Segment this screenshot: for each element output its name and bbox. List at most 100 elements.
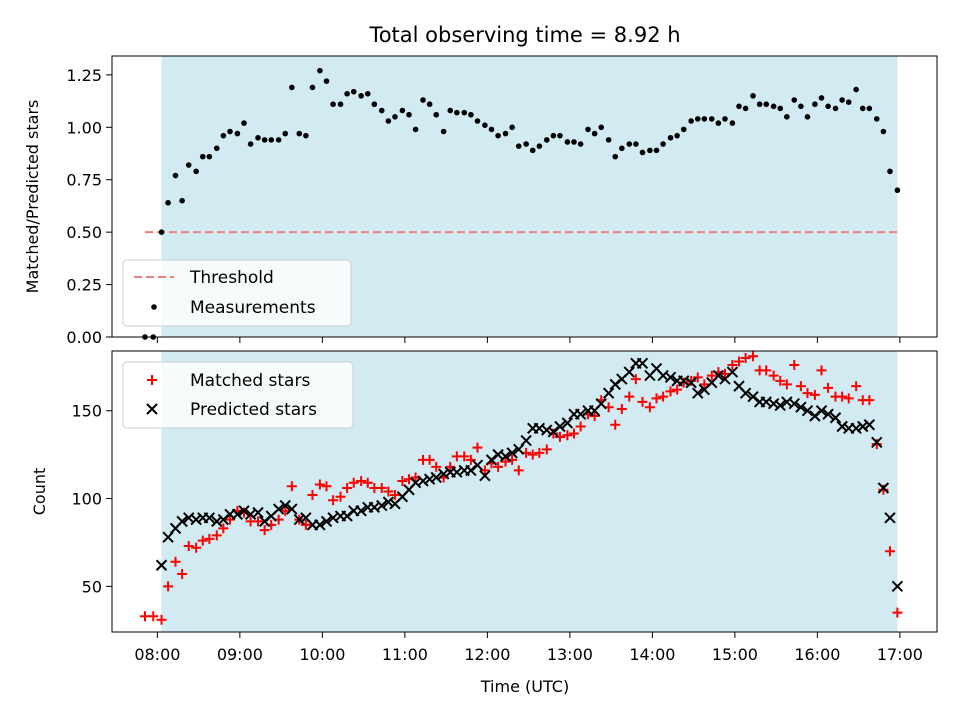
bottom-panel: 50 100 150 08:00 09:00 10:00 11:00 12:00 13:00 14…	[71, 350, 938, 664]
measurement-point	[887, 168, 893, 175]
predicted-star-point	[272, 503, 285, 515]
y-tick-label: 0.50	[66, 223, 102, 242]
y-tick-label: 0.75	[66, 171, 102, 190]
measurement-point	[647, 147, 653, 154]
measurement-point	[708, 116, 715, 122]
predicted-star-point	[231, 508, 244, 521]
y-tick-label: 150	[71, 402, 102, 421]
matched-star-point	[719, 368, 730, 379]
matched-star-point	[321, 481, 332, 492]
matched-star-point	[734, 356, 744, 367]
measurement-point	[309, 84, 316, 91]
y-tick-label: 0.00	[66, 328, 102, 347]
measurement-point	[185, 162, 192, 168]
matched-star-point	[335, 491, 346, 502]
measurement-point	[680, 126, 687, 133]
predicted-star-point	[857, 420, 869, 433]
measurement-point	[172, 172, 179, 179]
measurement-point	[694, 116, 701, 122]
measurement-point	[791, 97, 798, 103]
predicted-star-point	[788, 397, 800, 410]
matched-star-point	[163, 581, 174, 592]
measurement-point	[674, 132, 680, 139]
measurement-point	[234, 130, 241, 137]
predicted-star-point	[506, 447, 518, 459]
predicted-star-point	[884, 512, 896, 524]
measurement-point	[289, 84, 295, 91]
x-tick-label: 09:00	[217, 645, 263, 664]
matched-star-point	[706, 370, 717, 381]
matched-star-point	[892, 607, 903, 618]
measurement-point	[199, 153, 206, 160]
x-tick-label: 10:00	[299, 645, 345, 664]
predicted-star-point	[574, 408, 587, 420]
measurement-point	[839, 97, 845, 103]
predicted-star-point	[355, 505, 367, 517]
measurement-point	[420, 97, 426, 103]
measurement-point	[364, 90, 371, 97]
matched-star-point	[748, 351, 759, 362]
measurement-point	[495, 132, 501, 139]
measurement-point	[612, 153, 619, 160]
matched-star-point	[218, 523, 229, 534]
measurement-point	[255, 134, 261, 141]
measurement-point	[330, 101, 336, 108]
matched-star-point	[493, 461, 504, 472]
measurement-point	[585, 126, 591, 133]
measurement-point	[447, 107, 454, 114]
matched-star-point	[472, 442, 483, 453]
matched-star-point	[775, 375, 786, 386]
predicted-star-point	[203, 512, 216, 524]
matched-star-point	[672, 384, 683, 395]
legend-measurements-swatch	[151, 304, 157, 310]
plot-frame	[111, 350, 938, 633]
measurement-point	[550, 132, 557, 139]
matched-star-point	[204, 533, 215, 544]
measurement-point	[633, 141, 639, 147]
predicted-star-point	[382, 496, 395, 508]
matched-star-point	[795, 381, 806, 392]
predicted-star-point	[314, 519, 326, 531]
predicted-star-point	[871, 436, 883, 449]
matched-star-point	[823, 382, 834, 393]
predicted-star-point	[685, 376, 697, 389]
matched-star-point	[871, 439, 882, 450]
matched-star-point	[389, 490, 400, 501]
matched-star-point	[183, 540, 194, 551]
predicted-star-point	[437, 468, 450, 480]
measurement-point	[241, 120, 247, 126]
predicted-star-point	[279, 499, 291, 512]
predicted-star-point	[211, 515, 223, 528]
measurement-point	[812, 101, 818, 108]
predicted-star-point	[520, 434, 532, 447]
measurement-point	[440, 128, 447, 135]
predicted-star-point	[767, 397, 780, 410]
predicted-star-point	[850, 422, 862, 434]
measurement-point	[165, 199, 171, 206]
predicted-star-point	[471, 459, 484, 471]
predicted-star-point	[822, 408, 834, 420]
predicted-star-point	[238, 505, 250, 517]
matched-star-point	[211, 530, 222, 541]
measurement-point	[371, 101, 378, 108]
measurement-point	[317, 67, 323, 74]
matched-star-point	[170, 556, 181, 567]
measurement-point	[433, 111, 440, 118]
matched-star-point	[534, 447, 545, 458]
measurement-point	[859, 105, 866, 112]
matched-star-point	[253, 516, 264, 527]
measurement-point	[742, 105, 749, 112]
matched-star-point	[307, 490, 318, 501]
matched-star-point	[148, 611, 159, 622]
predicted-star-point	[155, 559, 168, 571]
measurement-point	[303, 132, 309, 139]
matched-star-point	[727, 360, 738, 371]
matched-star-point	[562, 430, 573, 441]
matched-star-point	[348, 477, 359, 488]
measurement-point	[571, 139, 577, 145]
x-tick-label: 14:00	[629, 645, 675, 664]
top-legend: Threshold Measurements	[122, 259, 352, 327]
matched-star-point	[280, 505, 291, 516]
measurement-point	[350, 88, 357, 95]
legend-matched-swatch	[147, 375, 157, 385]
